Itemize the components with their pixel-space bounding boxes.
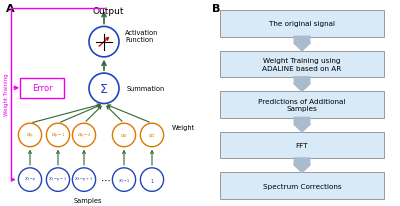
- FancyBboxPatch shape: [220, 11, 384, 37]
- Text: Weight Training using
ADALINE based on AR: Weight Training using ADALINE based on A…: [262, 58, 342, 71]
- Text: $\alpha_1$: $\alpha_1$: [148, 131, 156, 139]
- Text: $\alpha_0$: $\alpha_0$: [120, 131, 128, 139]
- Text: Summation: Summation: [127, 86, 165, 92]
- Text: Weight Training: Weight Training: [4, 73, 9, 116]
- Text: Samples: Samples: [74, 197, 102, 203]
- FancyBboxPatch shape: [20, 78, 64, 98]
- Text: A: A: [6, 4, 15, 14]
- Polygon shape: [293, 77, 311, 93]
- Polygon shape: [293, 36, 311, 53]
- Text: $x_{t-p+1}$: $x_{t-p+1}$: [74, 175, 94, 184]
- Text: $1$: $1$: [150, 176, 154, 184]
- Text: $\alpha_p$: $\alpha_p$: [26, 131, 34, 140]
- Text: $x_{t-p-1}$: $x_{t-p-1}$: [48, 175, 68, 184]
- FancyBboxPatch shape: [220, 52, 384, 78]
- Text: Predictions of Additional
Samples: Predictions of Additional Samples: [258, 98, 346, 112]
- Text: Error: Error: [32, 84, 52, 93]
- Text: Weight: Weight: [172, 124, 195, 130]
- Text: $\alpha_{p-2}$: $\alpha_{p-2}$: [76, 131, 92, 140]
- Text: Activation
Function: Activation Function: [125, 30, 158, 43]
- Text: $\alpha_{p-1}$: $\alpha_{p-1}$: [50, 131, 66, 140]
- FancyBboxPatch shape: [220, 132, 384, 159]
- Polygon shape: [293, 117, 311, 133]
- Text: $x_{t-1}$: $x_{t-1}$: [118, 176, 130, 184]
- FancyBboxPatch shape: [220, 173, 384, 199]
- Text: $\cdots$: $\cdots$: [100, 174, 110, 184]
- Text: FFT: FFT: [296, 142, 308, 148]
- Text: Spectrum Corrections: Spectrum Corrections: [263, 183, 341, 189]
- Text: B: B: [212, 4, 220, 14]
- Text: $x_{t-p}$: $x_{t-p}$: [24, 175, 36, 184]
- Polygon shape: [293, 158, 311, 174]
- Text: Σ: Σ: [100, 82, 108, 95]
- FancyBboxPatch shape: [220, 92, 384, 118]
- Text: The original signal: The original signal: [269, 21, 335, 27]
- Text: Output: Output: [92, 7, 124, 16]
